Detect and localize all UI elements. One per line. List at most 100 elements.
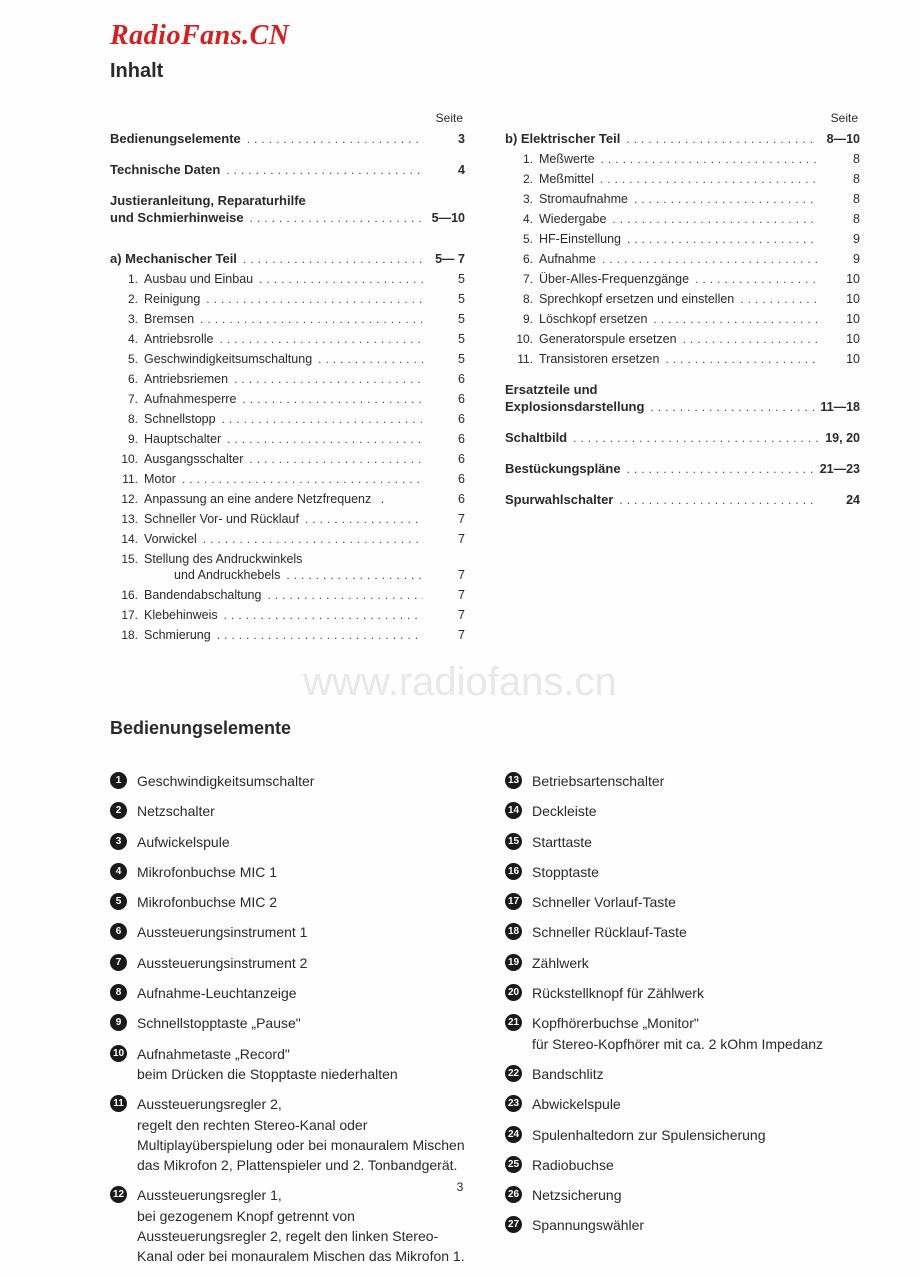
toc-entry: 7.Aufnahmesperre6 (110, 392, 465, 406)
toc-leader (247, 132, 423, 146)
toc-item-number: 9. (509, 312, 533, 326)
toc-item-label: Schneller Vor- und Rücklauf (144, 512, 299, 526)
toc-item-label: Bedienungselemente (110, 131, 241, 146)
toc-item-number: 11. (114, 472, 138, 486)
toc-item-number: 10. (509, 332, 533, 346)
toc-entry: Schaltbild19, 20 (505, 430, 860, 445)
toc-leader (573, 431, 818, 445)
toc-item-page: 5 (429, 292, 465, 306)
toc-entry: 10.Generatorspule ersetzen10 (505, 332, 860, 346)
toc-entry: Explosionsdarstellung11—18 (505, 399, 860, 414)
toc-leader (250, 211, 423, 225)
toc-column-left: Seite Bedienungselemente3Technische Date… (110, 111, 465, 648)
toc-item-number: 12. (114, 492, 138, 506)
control-item: 19Zählwerk (505, 953, 860, 973)
toc-entry: Spurwahlschalter24 (505, 492, 860, 507)
control-label: Schneller Vorlauf-Taste (532, 892, 860, 912)
toc-item-label: Klebehinweis (144, 608, 218, 622)
toc-item-label: HF-Einstellung (539, 232, 621, 246)
control-item: 27 Spannungswähler (505, 1215, 860, 1235)
controls-column-right: 13Betriebsartenschalter 14Deckleiste 15Sta… (505, 771, 860, 1277)
toc-item-label: Transistoren ersetzen (539, 352, 659, 366)
control-item: 4 Mikrofonbuchse MIC 1 (110, 862, 465, 882)
toc-entry: 4.Wiedergabe8 (505, 212, 860, 226)
toc-item-label: Sprechkopf ersetzen und einstellen (539, 292, 734, 306)
toc-leader (206, 292, 423, 306)
control-number-badge: 8 (110, 984, 127, 1001)
toc-item-page: 8 (824, 172, 860, 186)
control-number-badge: 24 (505, 1126, 522, 1143)
toc-leader (267, 588, 423, 602)
toc-item-page: 6 (429, 472, 465, 486)
control-label: Aussteuerungsregler 1,bei gezogenem Knop… (137, 1185, 465, 1266)
control-item: 3Aufwickelspule (110, 832, 465, 852)
toc-entry: und Andruckhebels7 (110, 568, 465, 582)
toc-item-label: Ausbau und Einbau (144, 272, 253, 286)
toc-item-number: 5. (114, 352, 138, 366)
toc-leader (683, 332, 818, 346)
toc-entry: 10.Ausgangsschalter6 (110, 452, 465, 466)
toc-item-number: 10. (114, 452, 138, 466)
control-item: 9Schnellstopptaste „Pause" (110, 1013, 465, 1033)
toc-entry: 3.Stromaufnahme8 (505, 192, 860, 206)
control-label: Spannungswähler (532, 1215, 860, 1235)
control-item: 22Bandschlitz (505, 1064, 860, 1084)
control-label: Starttaste (532, 832, 860, 852)
toc-item-label: Vorwickel (144, 532, 197, 546)
control-number-badge: 23 (505, 1095, 522, 1112)
toc-entry: 2.Meßmittel8 (505, 172, 860, 186)
toc-entry: Bedienungselemente 3 (110, 131, 465, 146)
toc-item-page: 5—10 (429, 211, 465, 225)
control-number-badge: 27 (505, 1216, 522, 1233)
toc-leader (305, 512, 423, 526)
toc-item-label: Bestückungspläne (505, 461, 621, 476)
toc-entry: a) Mechanischer Teil5— 7 (110, 251, 465, 266)
control-item: 14Deckleiste (505, 801, 860, 821)
control-label: Aufnahmetaste „Record"beim Drücken die S… (137, 1044, 465, 1085)
toc-item-label: Ersatzteile und (505, 382, 597, 397)
control-item: 18Schneller Rücklauf-Taste (505, 922, 860, 942)
toc-item-label: Bremsen (144, 312, 194, 326)
toc-leader (627, 462, 814, 476)
control-number-badge: 4 (110, 863, 127, 880)
toc-item-label: a) Mechanischer Teil (110, 251, 237, 266)
toc-item-page: 5 (429, 272, 465, 286)
toc-item-label: Ausgangsschalter (144, 452, 243, 466)
toc-item-label: Explosionsdarstellung (505, 399, 644, 414)
toc-item-label: Antriebsrolle (144, 332, 213, 346)
control-number-badge: 19 (505, 954, 522, 971)
toc-leader (612, 212, 818, 226)
toc-item-page: 10 (824, 332, 860, 346)
toc-item-page: 7 (429, 628, 465, 642)
toc-entry: 18.Schmierung7 (110, 628, 465, 642)
watermark-top: RadioFans.CN (110, 20, 860, 52)
toc-leader (600, 172, 818, 186)
toc-item-label: Meßmittel (539, 172, 594, 186)
toc-item-page: 6 (429, 392, 465, 406)
toc-entry: 11.Transistoren ersetzen10 (505, 352, 860, 366)
toc-entry: 6.Aufnahme9 (505, 252, 860, 266)
control-number-badge: 21 (505, 1014, 522, 1031)
toc-item-page: 19, 20 (824, 431, 860, 445)
toc-item-label: Geschwindigkeitsumschaltung (144, 352, 312, 366)
control-item: 13Betriebsartenschalter (505, 771, 860, 791)
control-label: Mikrofonbuchse MIC 1 (137, 862, 465, 882)
toc-item-label: Stromaufnahme (539, 192, 628, 206)
toc-entry: 17.Klebehinweis7 (110, 608, 465, 622)
toc-item-page: 3 (429, 132, 465, 146)
toc-item-number: 5. (509, 232, 533, 246)
control-item: 15Starttaste (505, 832, 860, 852)
toc-item-number: 9. (114, 432, 138, 446)
toc-leader (602, 252, 818, 266)
toc-item-number: 7. (114, 392, 138, 406)
toc-item-page: 6 (429, 492, 465, 506)
control-item: 2Netzschalter (110, 801, 465, 821)
toc-item-number: 16. (114, 588, 138, 602)
toc-item-number: 17. (114, 608, 138, 622)
control-number-badge: 11 (110, 1095, 127, 1112)
toc-item-label: Technische Daten (110, 162, 220, 177)
control-item: 7Aussteuerungsinstrument 2 (110, 953, 465, 973)
control-number-badge: 3 (110, 833, 127, 850)
control-number-badge: 5 (110, 893, 127, 910)
toc-item-number: 3. (114, 312, 138, 326)
